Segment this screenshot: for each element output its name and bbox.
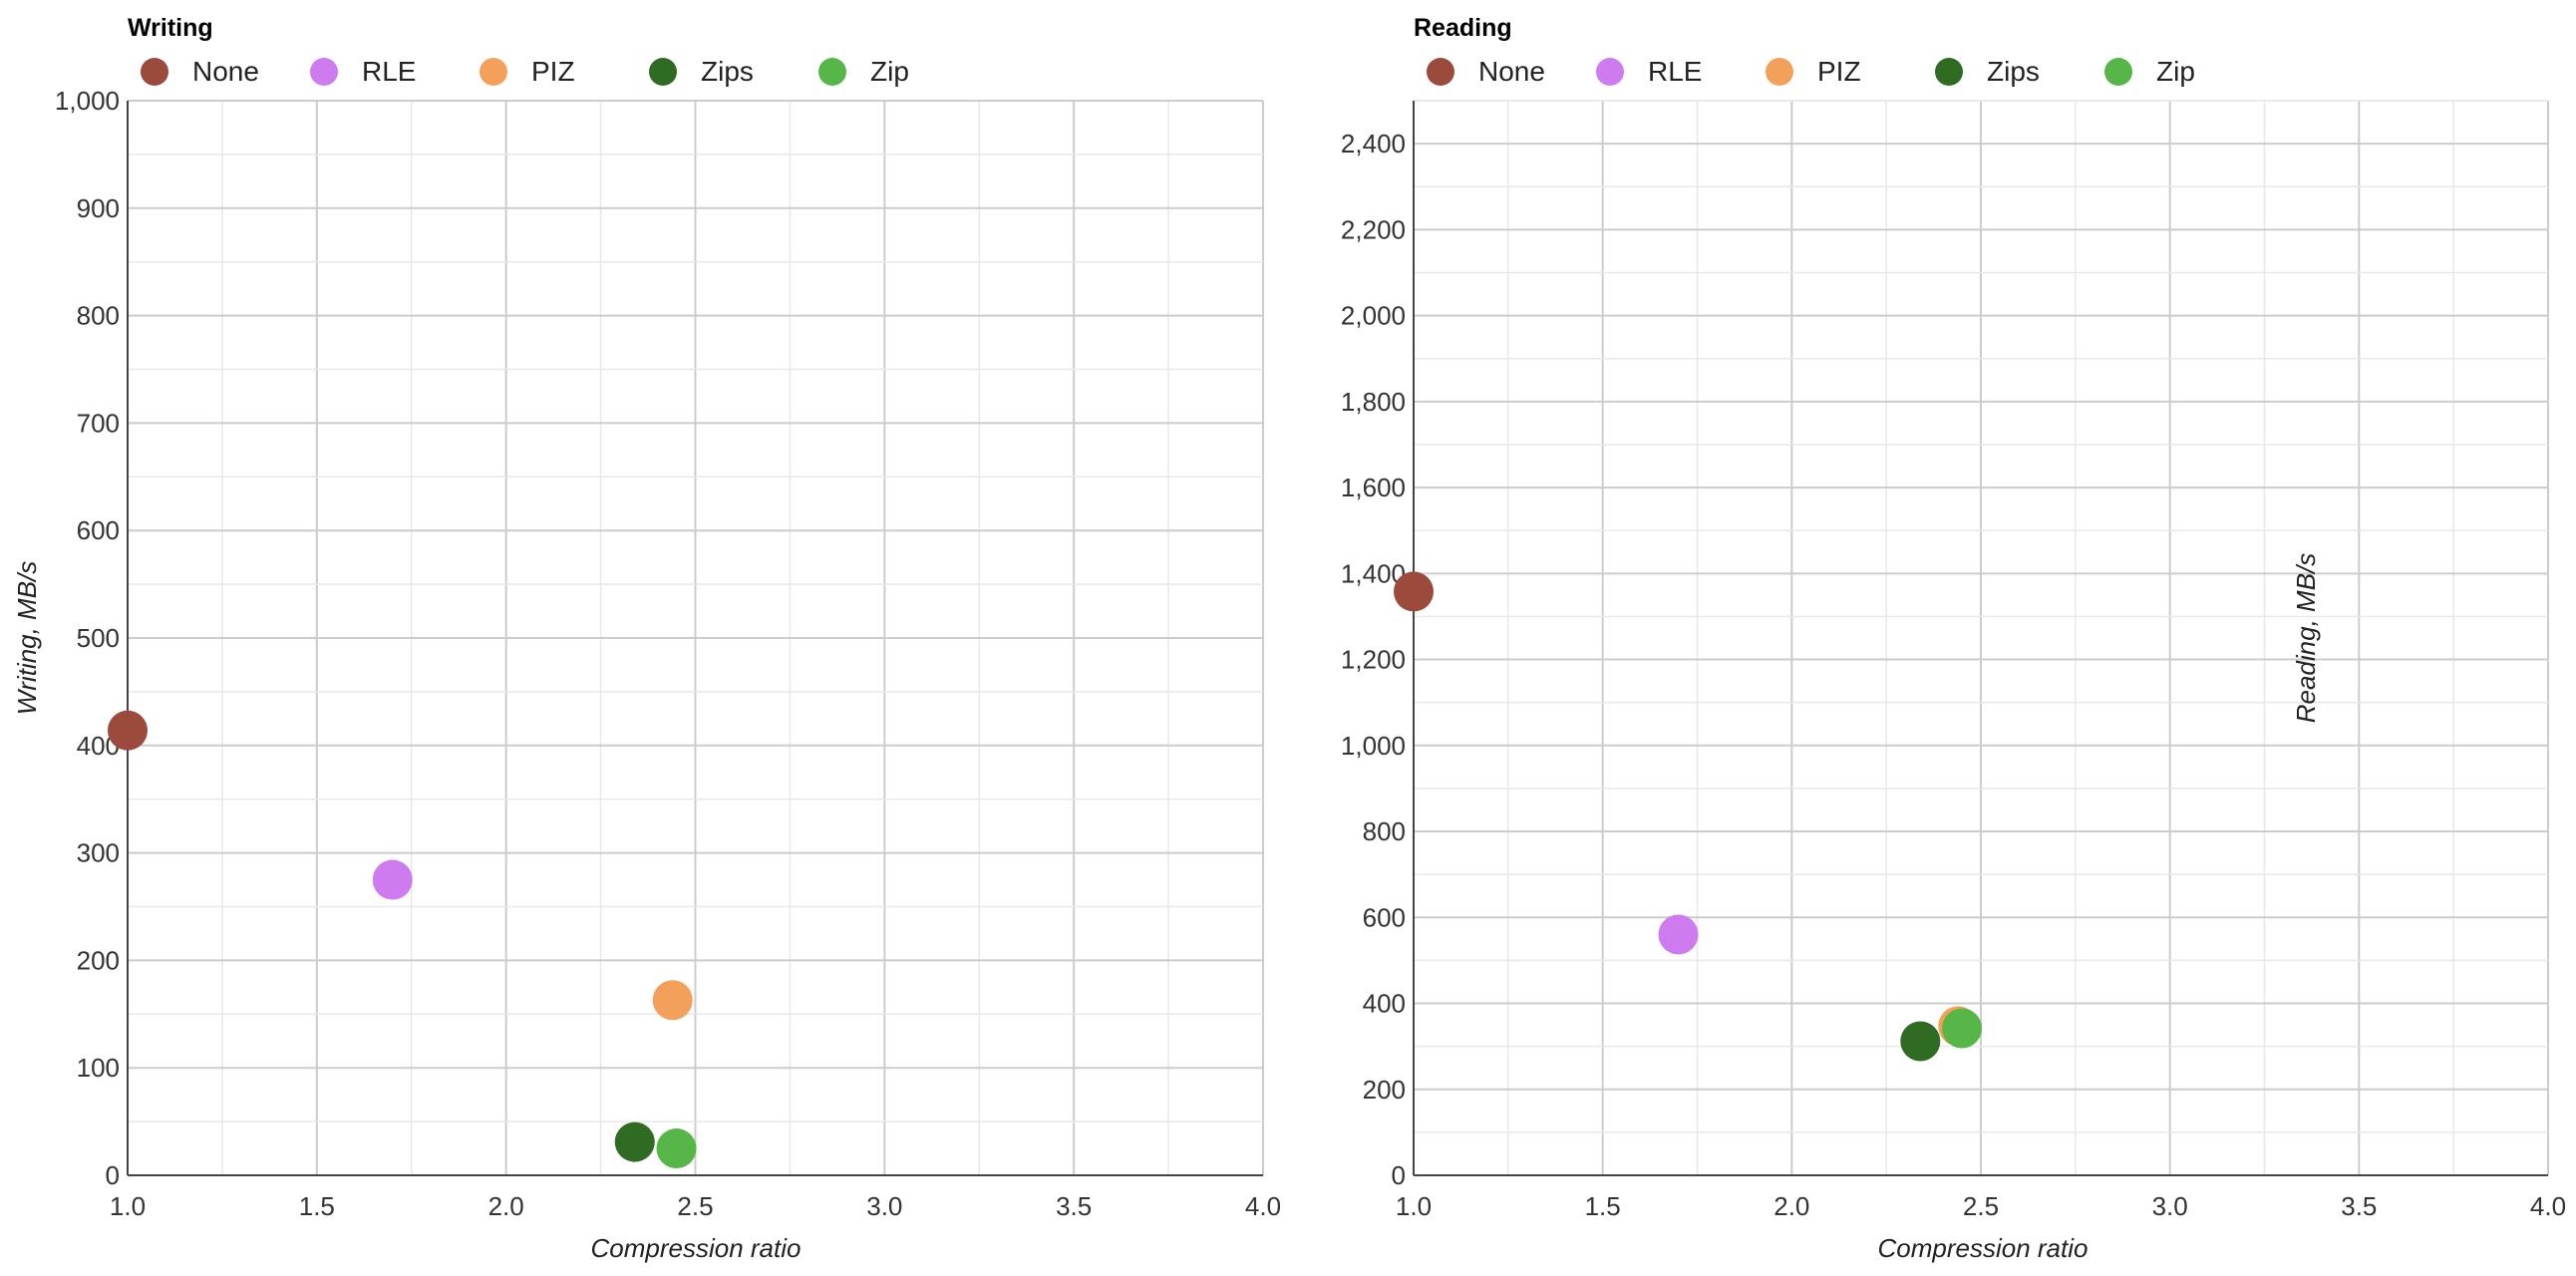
data-point-none	[108, 710, 148, 751]
y-tick-label: 1,200	[1341, 645, 1406, 675]
y-tick-label: 300	[77, 838, 120, 868]
legend-marker	[2104, 58, 2132, 86]
x-tick-label: 2.0	[1773, 1191, 1809, 1221]
y-tick-label: 1,800	[1341, 387, 1406, 417]
data-point-rle	[372, 859, 413, 900]
legend-item: Zip	[818, 56, 909, 87]
x-axis-title: Compression ratio	[591, 1233, 802, 1263]
legend-label: Zips	[1987, 56, 2040, 87]
x-tick-label: 2.5	[677, 1191, 713, 1221]
y-tick-label: 0	[1392, 1160, 1406, 1190]
data-points	[1394, 571, 1983, 1062]
y-tick-label: 100	[77, 1053, 120, 1083]
y-tick-label: 700	[77, 408, 120, 438]
y-tick-label: 1,000	[55, 86, 120, 116]
data-point-zips	[614, 1121, 655, 1162]
x-tick-label: 3.5	[1056, 1191, 1092, 1221]
y-tick-label: 900	[77, 193, 120, 223]
y-axis-title: Reading, MB/s	[2291, 553, 2321, 724]
legend-label: Zips	[701, 56, 754, 87]
x-tick-label: 3.0	[866, 1191, 902, 1221]
legend: None RLE PIZ Zips Zip	[1427, 56, 2195, 87]
legend-item: RLE	[1596, 56, 1702, 87]
y-tick-label: 2,400	[1341, 129, 1406, 159]
legend-marker	[649, 58, 677, 86]
y-tick-label: 0	[106, 1160, 120, 1190]
x-tick-label: 2.0	[488, 1191, 524, 1221]
legend-item: None	[141, 56, 259, 87]
legend-item: PIZ	[1766, 56, 1861, 87]
legend: None RLE PIZ Zips Zip	[141, 56, 909, 87]
x-axis-title: Compression ratio	[1878, 1233, 2089, 1263]
legend-marker	[310, 58, 338, 86]
legend-label: PIZ	[1817, 56, 1861, 87]
x-tick-label: 1.5	[299, 1191, 335, 1221]
y-tick-label: 200	[1363, 1075, 1406, 1105]
data-point-zip	[656, 1128, 697, 1169]
x-tick-label: 3.5	[2341, 1191, 2377, 1221]
legend-label: None	[192, 56, 259, 87]
y-tick-label: 200	[77, 945, 120, 975]
x-tick-label: 2.5	[1963, 1191, 1999, 1221]
legend-item: Zips	[649, 56, 754, 87]
y-tick-label: 1,400	[1341, 558, 1406, 588]
legend-label: PIZ	[531, 56, 575, 87]
x-tick-label: 3.0	[2152, 1191, 2188, 1221]
y-tick-label: 2,000	[1341, 301, 1406, 331]
legend-label: RLE	[1648, 56, 1702, 87]
y-tick-label: 600	[1363, 902, 1406, 932]
y-tick-label: 800	[77, 301, 120, 331]
legend-label: RLE	[362, 56, 416, 87]
legend-item: None	[1427, 56, 1545, 87]
data-point-rle	[1658, 914, 1699, 955]
legend-label: None	[1478, 56, 1545, 87]
legend-marker	[1766, 58, 1793, 86]
x-tick-label: 1.0	[1396, 1191, 1432, 1221]
y-tick-label: 800	[1363, 816, 1406, 846]
x-tick-label: 4.0	[1245, 1191, 1281, 1221]
axes: 1.0 1.5 2.0 2.5 3.0 3.5 4.00100200300400500600…	[55, 86, 1281, 1221]
grid	[1414, 100, 2549, 1175]
data-point-piz	[652, 980, 693, 1021]
y-tick-label: 500	[77, 623, 120, 653]
x-tick-label: 1.0	[110, 1191, 146, 1221]
legend-label: Zip	[2156, 56, 2195, 87]
y-tick-label: 2,200	[1341, 214, 1406, 244]
legend-marker	[1596, 58, 1624, 86]
y-tick-label: 600	[77, 515, 120, 545]
legend-marker	[141, 58, 168, 86]
data-point-zips	[1900, 1021, 1941, 1062]
y-tick-label: 400	[1363, 989, 1406, 1019]
legend-marker	[1935, 58, 1963, 86]
legend-item: PIZ	[480, 56, 575, 87]
legend-label: Zip	[870, 56, 909, 87]
legend-marker	[1427, 58, 1454, 86]
legend-item: Zips	[1935, 56, 2040, 87]
legend-marker	[818, 58, 846, 86]
x-tick-label: 1.5	[1585, 1191, 1621, 1221]
reading-chart: Reading None RLE PIZ Zips Zip 1.0 1.5 2.0 2.5 3.…	[1341, 14, 2566, 1263]
chart-title: Reading	[1414, 14, 1512, 42]
writing-chart: Writing None RLE PIZ Zips Zip 1.0 1.5 2.0 2.5 3.…	[12, 14, 1281, 1263]
y-tick-label: 1,000	[1341, 731, 1406, 761]
legend-marker	[480, 58, 507, 86]
y-axis-title: Writing, MB/s	[12, 561, 42, 716]
data-point-zip	[1942, 1008, 1983, 1049]
data-point-none	[1394, 571, 1434, 612]
y-tick-label: 1,600	[1341, 473, 1406, 502]
x-tick-label: 4.0	[2530, 1191, 2566, 1221]
chart-title: Writing	[128, 14, 213, 42]
legend-item: Zip	[2104, 56, 2195, 87]
grid	[128, 100, 1264, 1175]
axes: 1.0 1.5 2.0 2.5 3.0 3.5 4.0 0 200 400 600 800 1,000 1…	[1341, 101, 2566, 1221]
legend-item: RLE	[310, 56, 416, 87]
data-points	[108, 710, 697, 1169]
